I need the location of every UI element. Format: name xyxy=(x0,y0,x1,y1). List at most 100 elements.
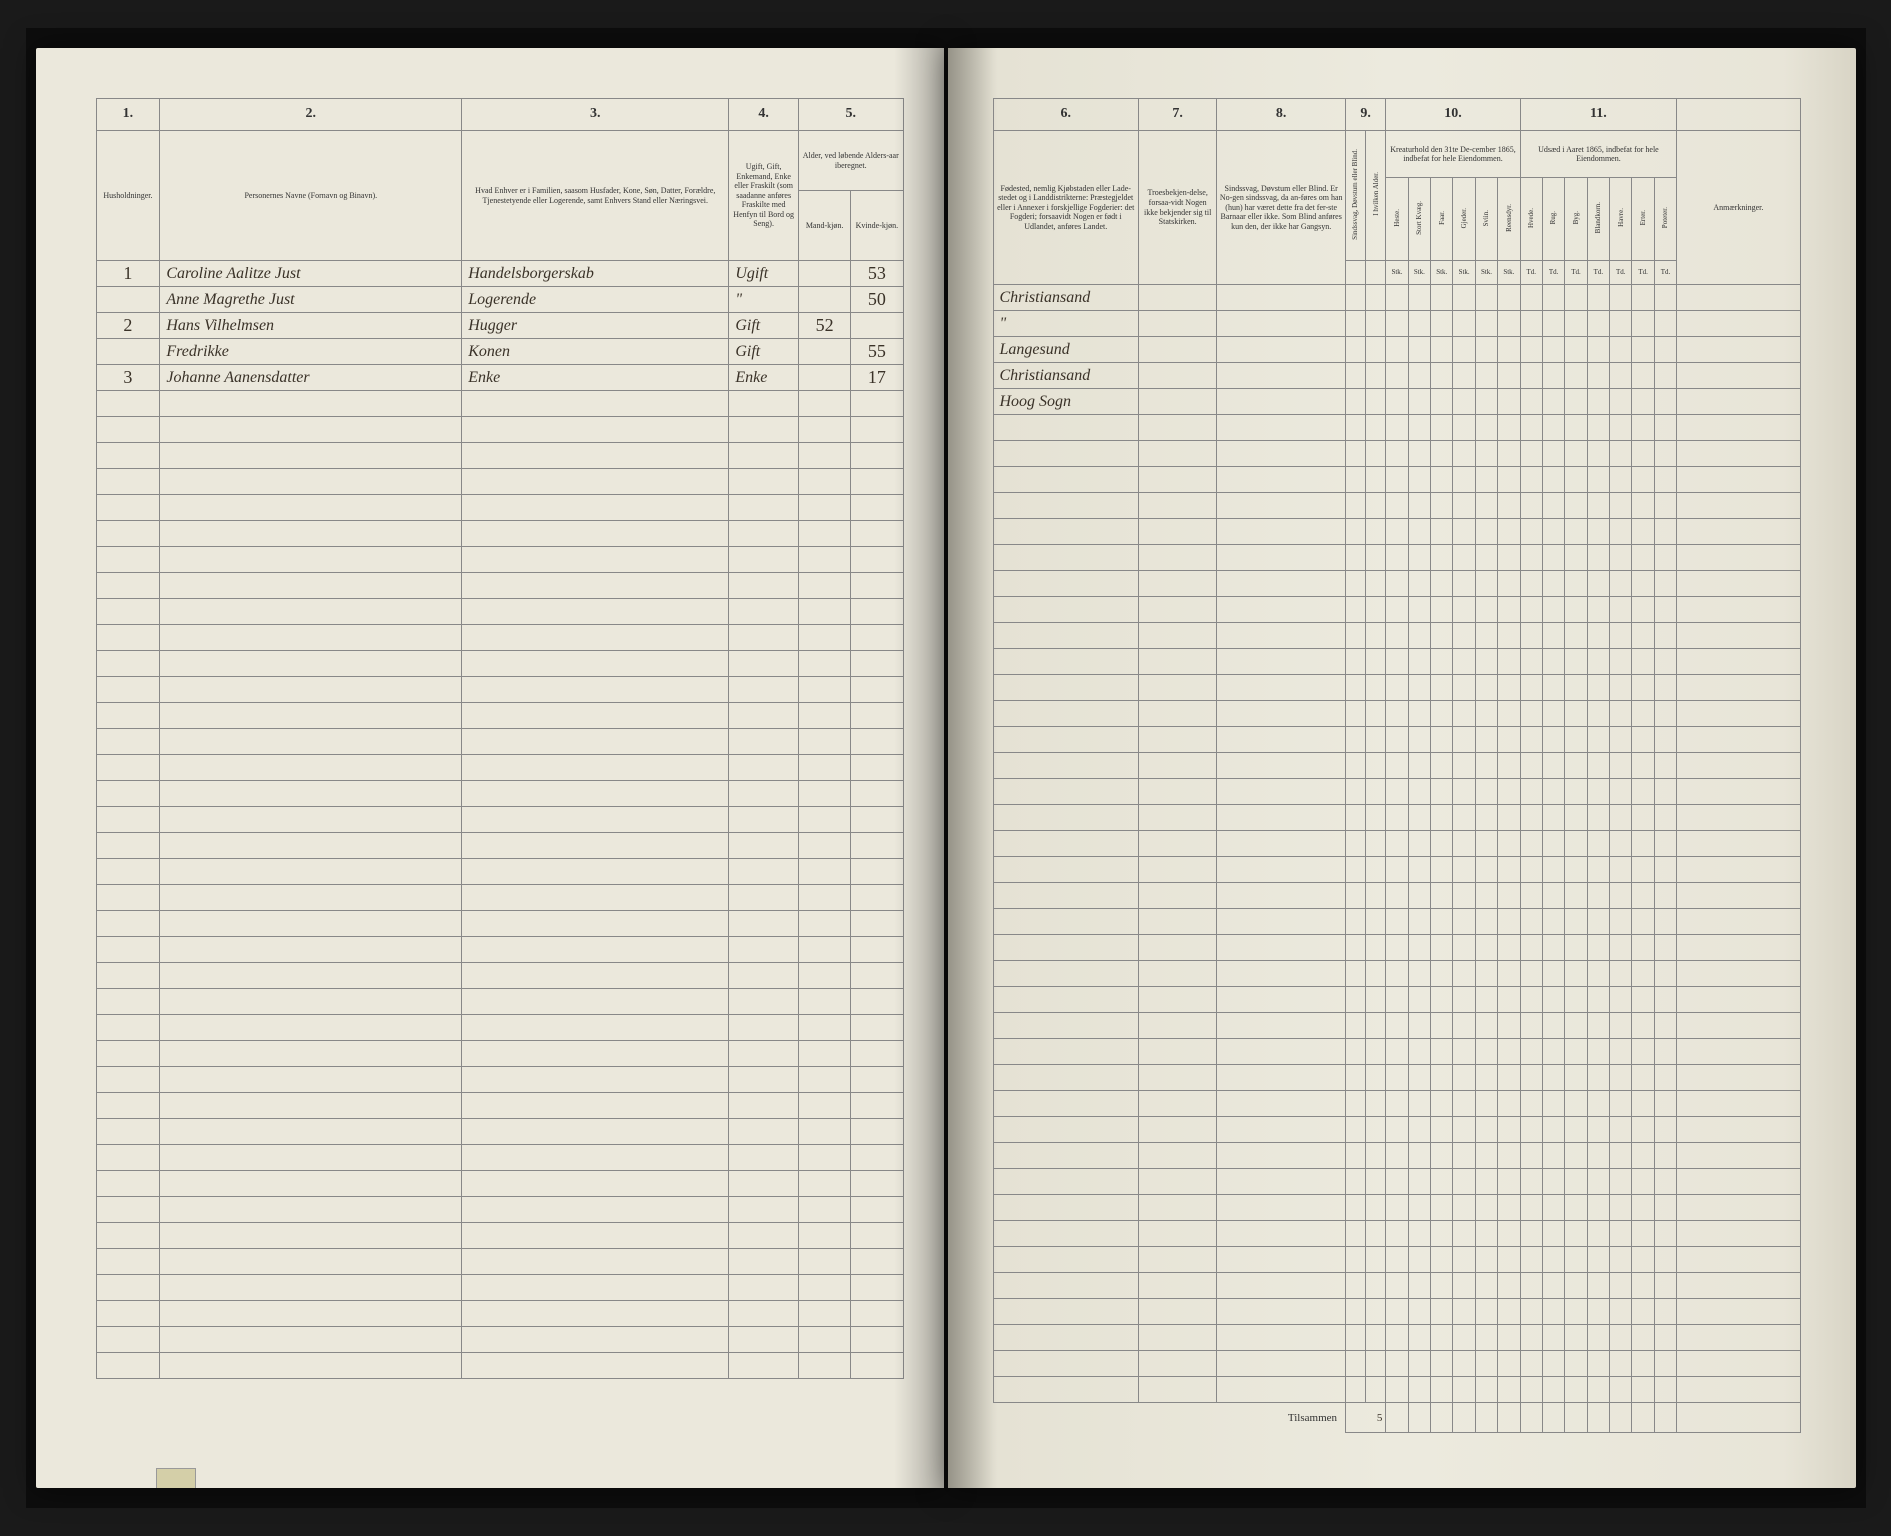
table-row xyxy=(993,1325,1800,1351)
table-row xyxy=(96,1015,903,1041)
header-7: Troesbekjen-delse, forsaa-vidt Nogen ikk… xyxy=(1138,131,1216,285)
table-row xyxy=(96,755,903,781)
table-row xyxy=(993,961,1800,987)
header-9a: Sindssvag, Døvstum eller Blind. xyxy=(1351,149,1359,240)
sub11-label: Havre. xyxy=(1617,208,1625,227)
table-row xyxy=(993,1117,1800,1143)
table-row xyxy=(993,1273,1800,1299)
header-4: Ugift, Gift, Enkemand, Enke eller Fraski… xyxy=(729,131,799,261)
table-row xyxy=(96,599,903,625)
table-row xyxy=(993,779,1800,805)
table-row xyxy=(993,1039,1800,1065)
header-10: Kreaturhold den 31te De-cember 1865, ind… xyxy=(1386,131,1520,178)
table-row xyxy=(96,1119,903,1145)
table-row xyxy=(993,545,1800,571)
header-5a: Mand-kjøn. xyxy=(798,191,850,261)
cell-role: Enke xyxy=(462,365,729,391)
col-num-9: 9. xyxy=(1346,99,1386,131)
cell-age-m: 52 xyxy=(798,313,850,339)
table-row: Langesund xyxy=(993,337,1800,363)
table-row xyxy=(993,831,1800,857)
unit-td: Td. xyxy=(1610,261,1632,285)
cell-place: Christiansand xyxy=(993,363,1138,389)
table-row xyxy=(993,441,1800,467)
table-row xyxy=(993,415,1800,441)
cell-name: Fredrikke xyxy=(160,339,462,365)
col-num-1: 1. xyxy=(96,99,160,131)
sub10-label: Heste. xyxy=(1393,209,1401,227)
table-row xyxy=(993,883,1800,909)
table-row xyxy=(96,1249,903,1275)
table-row xyxy=(96,729,903,755)
unit-td: Td. xyxy=(1565,261,1587,285)
table-row xyxy=(96,781,903,807)
ledger-table-right: 6. 7. 8. 9. 10. 11. Fødested, nemlig Kjø… xyxy=(993,98,1801,1433)
cell-place: Langesund xyxy=(993,337,1138,363)
cell-age-m xyxy=(798,339,850,365)
table-row xyxy=(96,469,903,495)
header-11: Udsæd i Aaret 1865, indbefat for hele Ei… xyxy=(1520,131,1677,178)
table-row xyxy=(96,807,903,833)
cell-name: Caroline Aalitze Just xyxy=(160,261,462,287)
table-row xyxy=(993,1299,1800,1325)
cell-age-f: 50 xyxy=(851,287,903,313)
table-row xyxy=(993,701,1800,727)
cell-age-f: 17 xyxy=(851,365,903,391)
table-row xyxy=(993,1195,1800,1221)
unit-stk: Stk. xyxy=(1498,261,1520,285)
table-row xyxy=(993,909,1800,935)
table-row xyxy=(96,833,903,859)
table-row xyxy=(96,703,903,729)
table-row xyxy=(993,1351,1800,1377)
cell-place: Christiansand xyxy=(993,285,1138,311)
table-row xyxy=(96,1301,903,1327)
table-row xyxy=(96,1353,903,1379)
header-12: Anmærkninger. xyxy=(1677,131,1800,285)
header-2: Personernes Navne (Fornavn og Binavn). xyxy=(160,131,462,261)
header-1: Husholdninger. xyxy=(96,131,160,261)
cell-place: Hoog Sogn xyxy=(993,389,1138,415)
col-num-4: 4. xyxy=(729,99,799,131)
unit-td: Td. xyxy=(1520,261,1542,285)
header-8: Sindssvag, Døvstum eller Blind. Er No-ge… xyxy=(1217,131,1346,285)
cell-age-m xyxy=(798,365,850,391)
cell-household-num xyxy=(96,339,160,365)
sub11-label: Poteter. xyxy=(1661,207,1669,228)
cell-role: Handelsborgerskab xyxy=(462,261,729,287)
table-row: 1Caroline Aalitze JustHandelsborgerskabU… xyxy=(96,261,903,287)
col-num-10: 10. xyxy=(1386,99,1520,131)
unit-td: Td. xyxy=(1587,261,1609,285)
sub11-label: Rug. xyxy=(1549,211,1557,224)
table-row xyxy=(993,1091,1800,1117)
sub10-label: Sviin. xyxy=(1482,210,1490,227)
table-row xyxy=(96,1067,903,1093)
table-row xyxy=(96,391,903,417)
right-page: 6. 7. 8. 9. 10. 11. Fødested, nemlig Kjø… xyxy=(948,48,1856,1488)
sub10-label: Gjeder. xyxy=(1460,208,1468,228)
header-5b: Kvinde-kjøn. xyxy=(851,191,903,261)
sub10-label: Stort Kvæg. xyxy=(1415,201,1423,235)
cell-role: Logerende xyxy=(462,287,729,313)
total-label: Tilsammen xyxy=(993,1403,1346,1433)
cell-status: Gift xyxy=(729,313,799,339)
cell-age-f: 53 xyxy=(851,261,903,287)
header-6: Fødested, nemlig Kjøbstaden eller Lade-s… xyxy=(993,131,1138,285)
table-row: FredrikkeKonenGift55 xyxy=(96,339,903,365)
table-row xyxy=(96,651,903,677)
col-num-7: 7. xyxy=(1138,99,1216,131)
table-row xyxy=(993,649,1800,675)
table-row xyxy=(993,1013,1800,1039)
cell-status: Gift xyxy=(729,339,799,365)
cell-name: Hans Vilhelmsen xyxy=(160,313,462,339)
table-row xyxy=(993,597,1800,623)
unit-stk: Stk. xyxy=(1431,261,1453,285)
sub11-label: Blandkorn. xyxy=(1594,202,1602,233)
table-row xyxy=(993,623,1800,649)
table-row: Christiansand xyxy=(993,363,1800,389)
unit-stk: Stk. xyxy=(1408,261,1430,285)
col-num-8: 8. xyxy=(1217,99,1346,131)
col-num-11: 11. xyxy=(1520,99,1677,131)
sub10-label: Faar. xyxy=(1438,211,1446,225)
table-row xyxy=(96,859,903,885)
cell-role: Konen xyxy=(462,339,729,365)
